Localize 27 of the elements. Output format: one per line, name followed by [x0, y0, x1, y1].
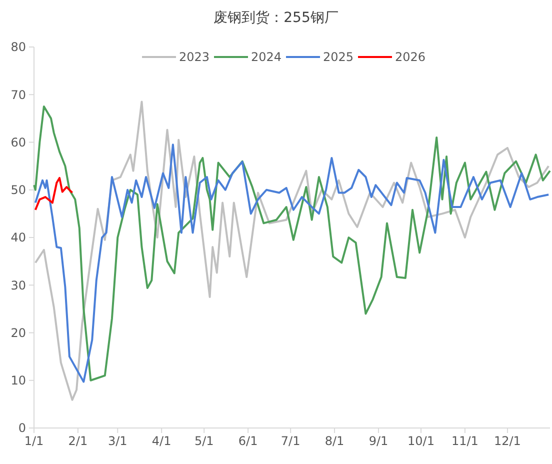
- x-tick-label: 10/1: [408, 434, 434, 448]
- x-tick-label: 3/1: [108, 434, 128, 448]
- chart-title: 废钢到货：255钢厂: [214, 10, 338, 26]
- y-tick-label: 50: [10, 183, 26, 198]
- x-tick-label: 2/1: [68, 434, 88, 448]
- legend-label: 2026: [395, 50, 426, 64]
- x-tick-label: 5/1: [194, 434, 214, 448]
- x-tick-label: 7/1: [280, 434, 300, 448]
- y-tick-label: 20: [10, 326, 26, 340]
- y-tick-label: 10: [10, 374, 26, 388]
- x-tick-label: 4/1: [152, 434, 172, 448]
- y-tick-label: 40: [10, 230, 26, 245]
- line-series: [34, 176, 74, 211]
- x-tick-label: 8/1: [324, 434, 344, 448]
- x-tick-label: 11/1: [451, 434, 478, 448]
- legend-label: 2025: [323, 50, 354, 64]
- x-tick-label: 1/1: [24, 434, 44, 448]
- y-tick-label: 30: [10, 278, 26, 292]
- y-tick-label: 70: [10, 88, 26, 102]
- x-tick-label: 12/1: [494, 434, 521, 448]
- y-tick-label: 60: [10, 135, 26, 150]
- legend-label: 2023: [179, 50, 210, 64]
- x-tick-label: 6/1: [238, 434, 258, 448]
- legend-label: 2024: [251, 50, 282, 64]
- x-tick-label: 9/1: [368, 434, 388, 448]
- y-tick-label: 0: [18, 421, 26, 436]
- y-tick-label: 80: [10, 40, 26, 54]
